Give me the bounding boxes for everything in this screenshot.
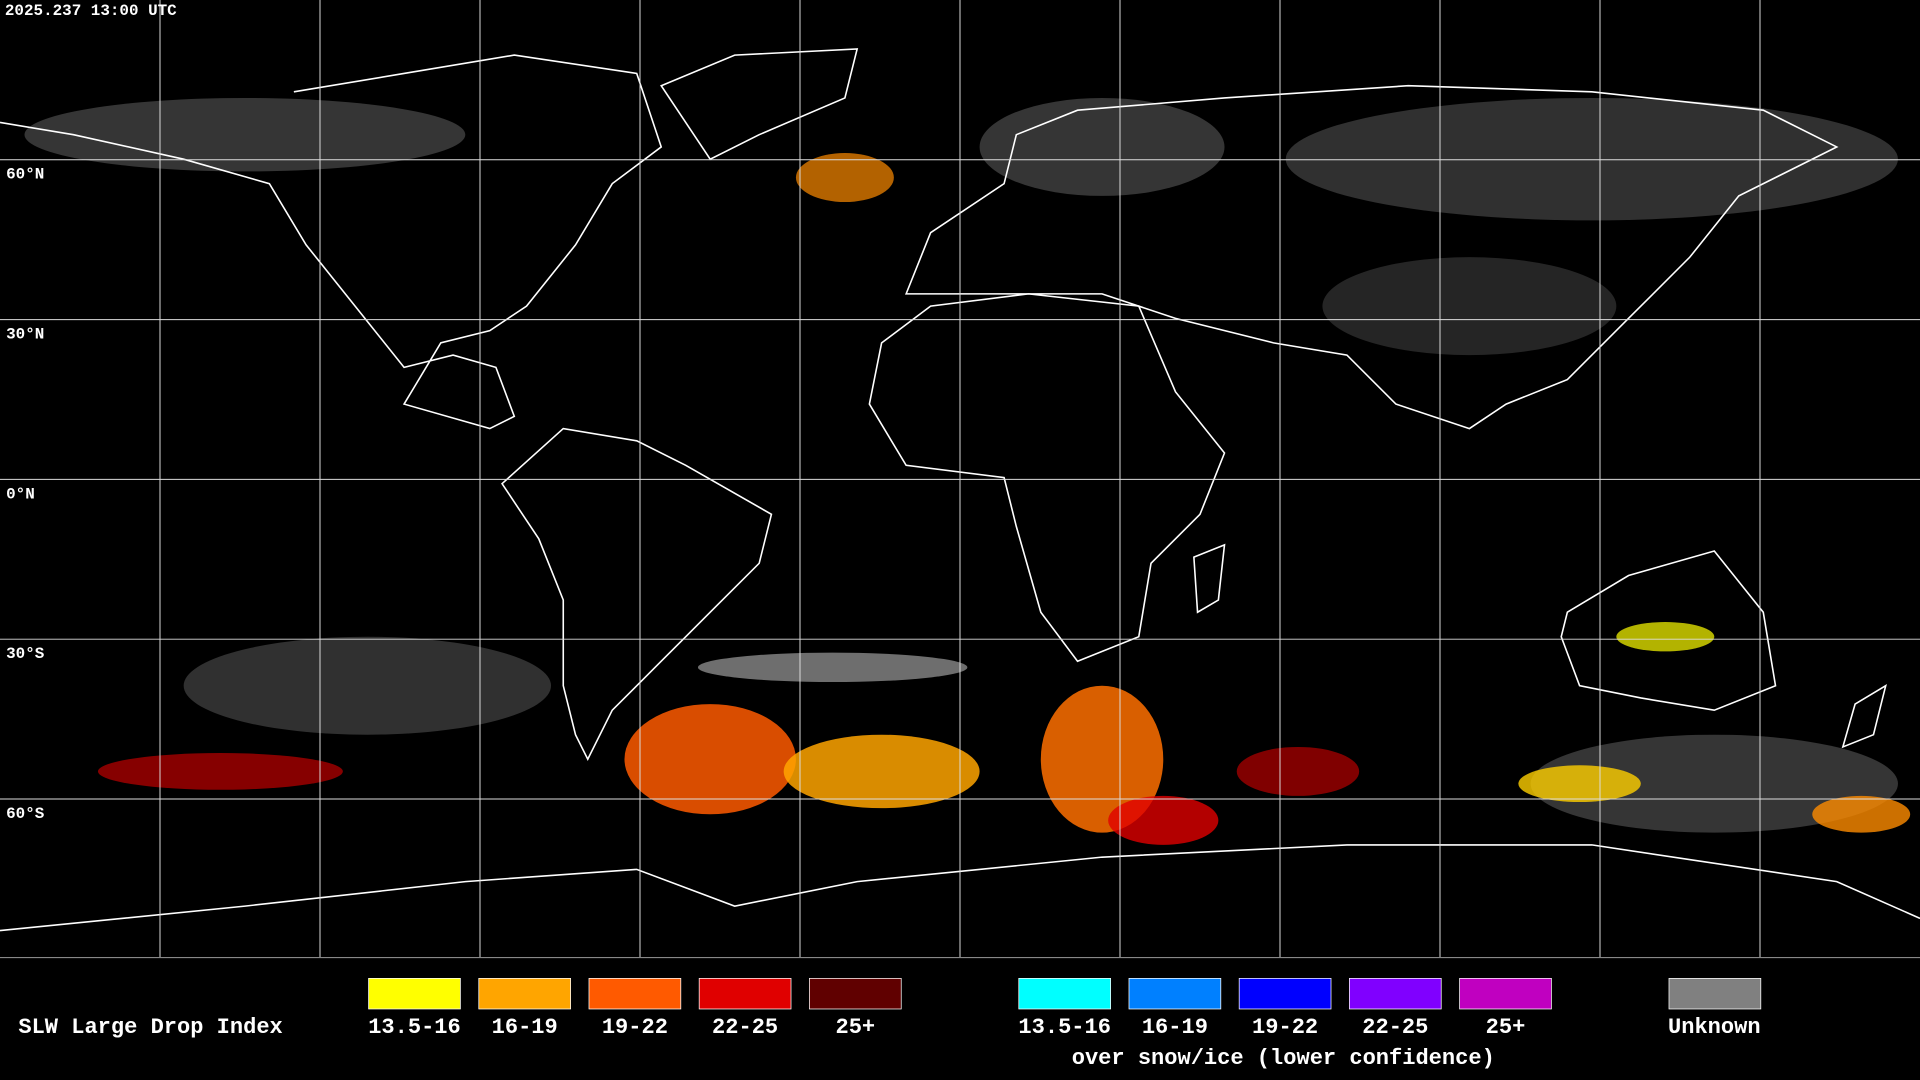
legend-label: Unknown xyxy=(1668,1015,1761,1040)
legend-label: 22-25 xyxy=(712,1015,778,1040)
legend-label: 25+ xyxy=(1486,1015,1526,1040)
legend-label: 16-19 xyxy=(1142,1015,1208,1040)
legend-label: 19-22 xyxy=(1252,1015,1318,1040)
legend-swatch xyxy=(1459,978,1552,1010)
legend-title: SLW Large Drop Index xyxy=(18,1015,282,1040)
legend-label: 13.5-16 xyxy=(368,1015,461,1040)
timestamp: 2025.237 13:00 UTC xyxy=(5,2,177,20)
legend-label: 22-25 xyxy=(1362,1015,1428,1040)
legend-swatch xyxy=(1018,978,1111,1010)
latitude-label: 60°S xyxy=(6,805,45,823)
legend-swatch xyxy=(1238,978,1332,1010)
legend-swatch xyxy=(809,978,902,1010)
graticule xyxy=(0,0,1920,958)
legend-swatch xyxy=(368,978,461,1010)
latitude-label: 0°N xyxy=(6,485,35,503)
latitude-label: 60°N xyxy=(6,166,44,184)
legend-swatch xyxy=(698,978,792,1010)
coastlines xyxy=(0,48,1920,932)
legend-swatch xyxy=(1349,978,1442,1010)
legend-label: 25+ xyxy=(835,1015,875,1040)
legend-label: 13.5-16 xyxy=(1018,1015,1111,1040)
legend-caption: over snow/ice (lower confidence) xyxy=(1072,1046,1495,1071)
legend-swatch xyxy=(588,978,682,1010)
latitude-label: 30°S xyxy=(6,645,45,663)
latitude-label: 30°N xyxy=(6,325,44,343)
legend-swatch xyxy=(1668,978,1762,1010)
legend-swatch xyxy=(1128,978,1222,1010)
cloud-field xyxy=(24,97,1911,845)
legend-label: 19-22 xyxy=(602,1015,668,1040)
legend-label: 16-19 xyxy=(492,1015,558,1040)
legend-swatch xyxy=(478,978,571,1010)
